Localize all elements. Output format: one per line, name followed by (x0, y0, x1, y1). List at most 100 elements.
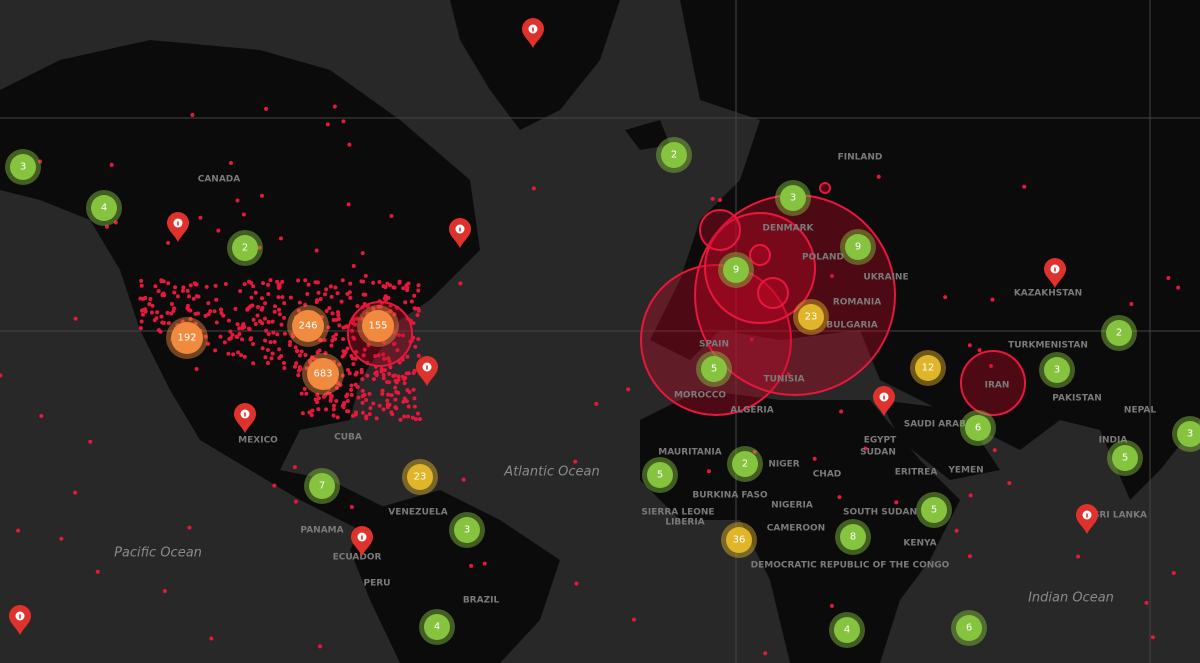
case-dot (172, 290, 177, 295)
case-dot (482, 561, 487, 566)
cluster-count: 4 (101, 203, 107, 214)
cluster[interactable]: 3 (5, 149, 41, 185)
cluster[interactable]: 7 (304, 468, 340, 504)
case-dot (187, 294, 192, 299)
case-dot (381, 352, 386, 357)
case-dot (310, 356, 315, 361)
case-dot (293, 499, 298, 504)
info-pin[interactable] (9, 605, 31, 635)
case-dot (409, 299, 414, 304)
case-dot (306, 282, 311, 287)
case-dot (392, 312, 397, 317)
cluster[interactable]: 2 (227, 230, 263, 266)
cluster-core (965, 415, 991, 441)
info-pin[interactable] (234, 403, 256, 433)
cluster[interactable]: 2 (656, 137, 692, 173)
country-label: BRAZIL (463, 596, 500, 606)
case-dot (59, 536, 64, 541)
cluster[interactable]: 5 (1107, 440, 1143, 476)
info-pin[interactable] (1076, 504, 1098, 534)
cluster[interactable]: 5 (916, 492, 952, 528)
info-pin[interactable] (449, 218, 471, 248)
cluster[interactable]: 23 (402, 459, 438, 495)
case-dot (213, 348, 218, 353)
outbreak-circles (347, 182, 1026, 416)
country-label: BULGARIA (826, 321, 878, 331)
cluster[interactable]: 3 (1172, 416, 1200, 452)
case-dot (335, 291, 340, 296)
case-dot (416, 306, 421, 311)
case-dot (1022, 184, 1027, 189)
case-dot (298, 366, 303, 371)
case-dot (393, 385, 398, 390)
case-dot (73, 316, 78, 321)
cluster-core (454, 517, 480, 543)
cluster[interactable]: 9 (718, 252, 754, 288)
cluster-count: 9 (855, 242, 861, 253)
case-dot (162, 589, 167, 594)
cluster[interactable]: 3 (449, 512, 485, 548)
cluster[interactable]: 36 (721, 522, 757, 558)
cluster[interactable]: 3 (775, 180, 811, 216)
cluster[interactable]: 4 (829, 612, 865, 648)
cluster[interactable]: 6 (960, 410, 996, 446)
case-dot (387, 380, 392, 385)
cluster[interactable]: 3 (1039, 352, 1075, 388)
case-dot (251, 361, 256, 366)
info-pin[interactable] (873, 386, 895, 416)
case-dot (109, 162, 114, 167)
cluster[interactable]: 8 (835, 519, 871, 555)
case-dot (337, 323, 342, 328)
case-dot (317, 348, 322, 353)
cluster[interactable]: 5 (696, 351, 732, 387)
cluster-count: 192 (177, 333, 196, 344)
case-dot (368, 406, 373, 411)
info-pin[interactable] (416, 356, 438, 386)
cluster[interactable]: 2 (727, 446, 763, 482)
case-dot (194, 294, 199, 299)
case-dot (277, 312, 282, 317)
case-dot (348, 295, 353, 300)
cluster[interactable]: 12 (910, 350, 946, 386)
case-dot (416, 283, 421, 288)
case-dot (208, 309, 213, 314)
case-dot (324, 407, 329, 412)
info-pin[interactable] (167, 212, 189, 242)
country-label: NIGER (768, 460, 799, 470)
cluster[interactable]: 4 (86, 190, 122, 226)
cluster[interactable]: 155 (357, 305, 399, 347)
info-pin[interactable] (522, 18, 544, 48)
cluster[interactable]: 9 (840, 229, 876, 265)
country-label: POLAND (802, 253, 844, 263)
cluster-count: 5 (711, 364, 717, 375)
case-dot (398, 417, 403, 422)
case-dot (406, 414, 411, 419)
case-dot (287, 343, 292, 348)
case-dot (360, 377, 365, 382)
case-dot (313, 397, 318, 402)
case-dot (340, 373, 345, 378)
cluster[interactable]: 5 (642, 457, 678, 493)
cluster[interactable]: 246 (287, 305, 329, 347)
case-dot (413, 417, 418, 422)
case-dot (209, 636, 214, 641)
cluster[interactable]: 23 (793, 299, 829, 335)
case-dot (354, 370, 359, 375)
case-dot (206, 301, 211, 306)
cluster[interactable]: 683 (302, 353, 344, 395)
info-pin[interactable] (351, 526, 373, 556)
case-dot (339, 299, 344, 304)
case-dot (332, 104, 337, 109)
case-dot (839, 409, 844, 414)
info-pin[interactable] (1044, 258, 1066, 288)
case-dot (977, 348, 982, 353)
cluster-count: 2 (671, 150, 677, 161)
cluster[interactable]: 2 (1101, 315, 1137, 351)
cluster[interactable]: 192 (166, 317, 208, 359)
case-dot (156, 289, 161, 294)
case-dot (187, 525, 192, 530)
cluster[interactable]: 4 (419, 609, 455, 645)
cluster[interactable]: 6 (951, 610, 987, 646)
case-dot (954, 528, 959, 533)
case-dot (353, 382, 358, 387)
